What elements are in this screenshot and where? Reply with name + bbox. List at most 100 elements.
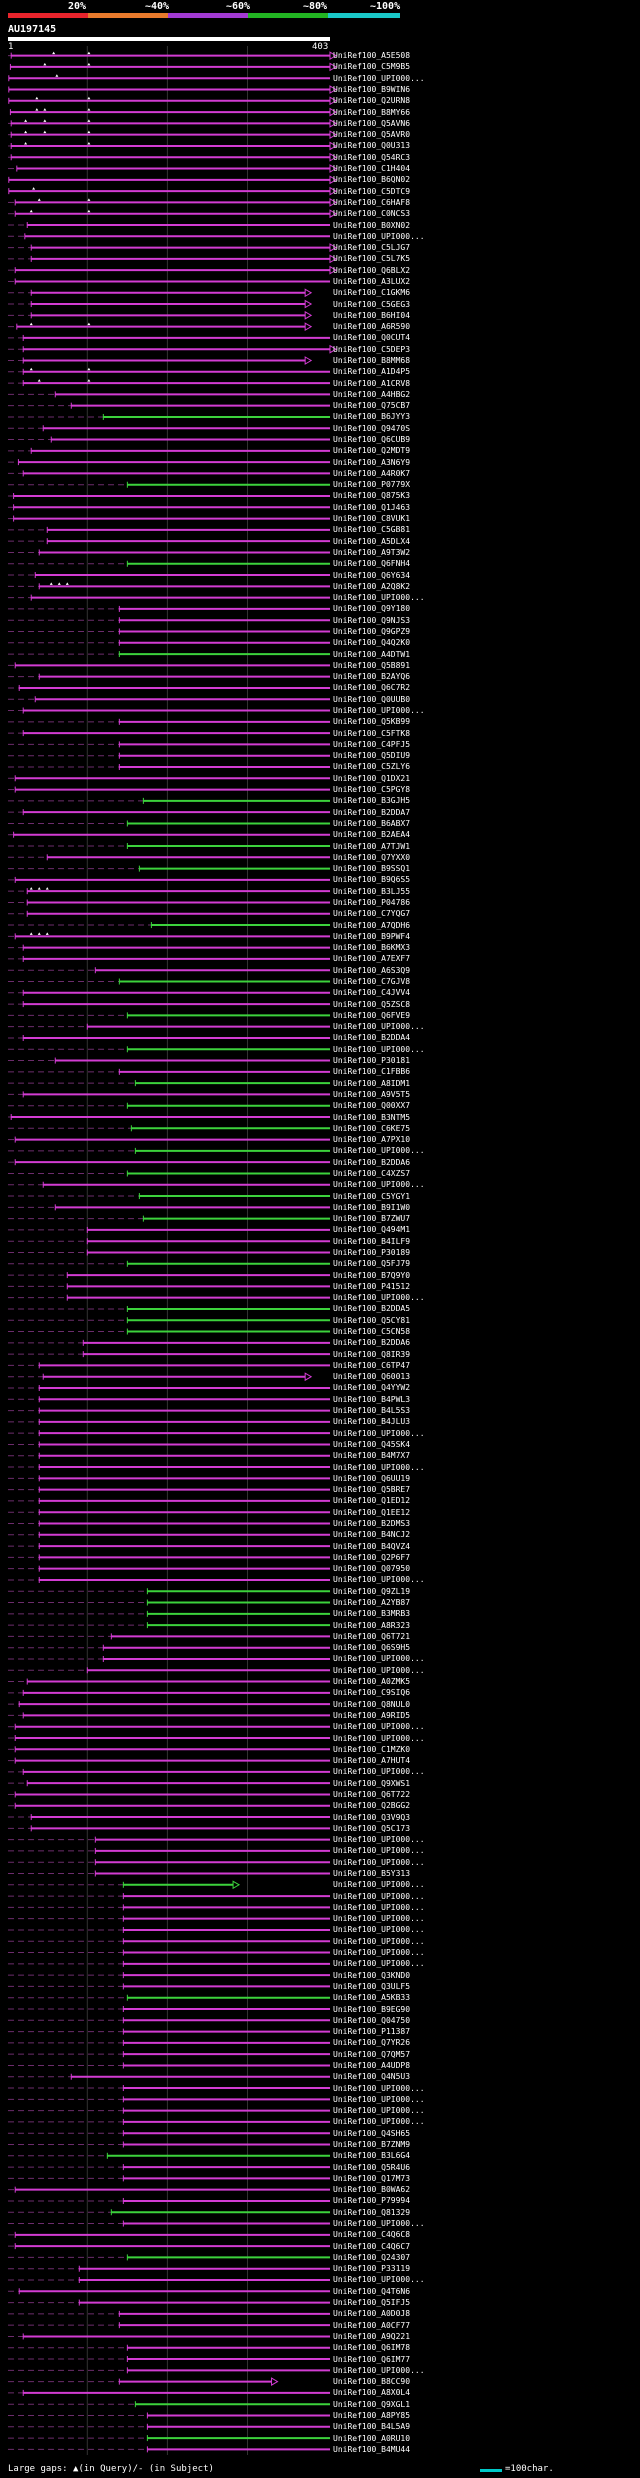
hit-label[interactable]: UniRef100_C5L7K5 [333, 254, 411, 264]
hit-label[interactable]: UniRef100_Q6Y634 [333, 570, 411, 580]
hit-bar[interactable] [8, 922, 330, 929]
hit-label[interactable]: UniRef100_A4HBG2 [333, 389, 411, 399]
hit-bar[interactable] [8, 2446, 330, 2453]
hit-label[interactable]: UniRef100_C5LJG7 [333, 243, 411, 253]
hit-bar[interactable] [8, 1960, 330, 1967]
hit-bar[interactable] [8, 2412, 330, 2419]
hit-label[interactable]: UniRef100_B7Q9Y0 [333, 1270, 411, 1280]
hit-label[interactable]: UniRef100_Q6IM78 [333, 2343, 411, 2353]
hit-label[interactable]: UniRef100_C1GKM6 [333, 288, 411, 298]
hit-label[interactable]: UniRef100_Q1DX21 [333, 773, 411, 783]
hit-bar[interactable] [8, 865, 330, 872]
hit-bar[interactable] [8, 1125, 330, 1132]
hit-label[interactable]: UniRef100_UPI000... [333, 2083, 425, 2093]
hit-bar[interactable] [8, 2367, 330, 2374]
hit-bar[interactable] [8, 1339, 330, 1346]
hit-bar[interactable] [8, 1633, 330, 1640]
hit-label[interactable]: UniRef100_Q494M1 [333, 1225, 411, 1235]
hit-label[interactable]: UniRef100_B4NCJ2 [333, 1530, 411, 1540]
hit-bar[interactable] [8, 222, 330, 229]
hit-bar[interactable] [8, 1588, 330, 1595]
hit-bar[interactable] [8, 1565, 330, 1572]
hit-label[interactable]: UniRef100_A8IDM1 [333, 1078, 411, 1088]
hit-label[interactable]: UniRef100_Q7QM57 [333, 2049, 411, 2059]
hit-bar[interactable] [8, 1509, 330, 1516]
hit-bar[interactable] [8, 1701, 330, 1708]
hit-label[interactable]: UniRef100_UPI000... [333, 1914, 425, 1924]
hit-bar[interactable] [8, 1046, 330, 1053]
hit-bar[interactable] [8, 741, 330, 748]
hit-bar[interactable] [8, 831, 330, 838]
hit-bar[interactable] [8, 2401, 330, 2408]
hit-bar[interactable] [8, 1723, 330, 1730]
hit-bar[interactable] [8, 899, 330, 906]
hit-bar[interactable] [8, 932, 330, 940]
hit-bar[interactable] [8, 278, 330, 285]
hit-label[interactable]: UniRef100_Q0U313 [333, 141, 411, 151]
hit-bar[interactable] [8, 605, 330, 612]
hit-label[interactable]: UniRef100_A7HUT4 [333, 1756, 411, 1766]
hit-bar[interactable] [8, 2118, 330, 2125]
hit-label[interactable]: UniRef100_UPI000... [333, 1722, 425, 1732]
hit-label[interactable]: UniRef100_Q4Q2K0 [333, 638, 411, 648]
hit-label[interactable]: UniRef100_P11387 [333, 2027, 411, 2037]
hit-bar[interactable] [8, 425, 330, 432]
hit-bar[interactable] [8, 1712, 330, 1719]
hit-bar[interactable] [8, 910, 330, 917]
hit-bar[interactable] [8, 2423, 330, 2430]
hit-label[interactable]: UniRef100_Q5R4U6 [333, 2162, 411, 2172]
hit-bar[interactable] [8, 1531, 330, 1538]
hit-bar[interactable] [8, 2209, 330, 2216]
hit-label[interactable]: UniRef100_P04786 [333, 897, 411, 907]
hit-bar[interactable] [8, 967, 330, 974]
hit-bar[interactable] [8, 459, 330, 466]
hit-label[interactable]: UniRef100_B2AEA4 [333, 830, 411, 840]
hit-label[interactable]: UniRef100_Q9470S [333, 423, 411, 433]
hit-label[interactable]: UniRef100_B2DDA5 [333, 1304, 411, 1314]
hit-label[interactable]: UniRef100_Q5C173 [333, 1823, 411, 1833]
hit-label[interactable]: UniRef100_C5CN58 [333, 1327, 411, 1337]
hit-bar[interactable] [8, 1294, 330, 1301]
hit-bar[interactable] [8, 1441, 330, 1448]
hit-label[interactable]: UniRef100_UPI000... [333, 2094, 425, 2104]
hit-label[interactable]: UniRef100_A9RID5 [333, 1710, 411, 1720]
hit-label[interactable]: UniRef100_C8VUK1 [333, 514, 411, 524]
hit-bar[interactable] [8, 2333, 330, 2340]
hit-label[interactable]: UniRef100_B4ILF9 [333, 1236, 411, 1246]
hit-bar[interactable] [8, 436, 330, 443]
hit-bar[interactable] [8, 752, 330, 759]
hit-label[interactable]: UniRef100_A7TJW1 [333, 841, 411, 851]
hit-label[interactable]: UniRef100_Q6FNH4 [333, 559, 411, 569]
hit-label[interactable]: UniRef100_UPI000... [333, 1959, 425, 1969]
hit-bar[interactable] [8, 2220, 330, 2227]
hit-label[interactable]: UniRef100_B2DDA4 [333, 1033, 411, 1043]
hit-label[interactable]: UniRef100_Q6C7R2 [333, 683, 411, 693]
hit-label[interactable]: UniRef100_A8R323 [333, 1620, 411, 1630]
hit-bar[interactable] [8, 1520, 330, 1527]
hit-label[interactable]: UniRef100_Q60013 [333, 1372, 411, 1382]
hit-label[interactable]: UniRef100_Q17M73 [333, 2173, 411, 2183]
hit-bar[interactable] [8, 2254, 330, 2261]
hit-label[interactable]: UniRef100_B6JYY3 [333, 412, 411, 422]
hit-label[interactable]: UniRef100_Q5FJ79 [333, 1259, 411, 1269]
hit-bar[interactable] [8, 1260, 330, 1267]
hit-bar[interactable] [8, 989, 330, 996]
hit-bar[interactable] [8, 1475, 330, 1482]
hit-label[interactable]: UniRef100_Q81329 [333, 2207, 411, 2217]
hit-bar[interactable] [8, 639, 330, 646]
hit-bar[interactable] [8, 2006, 330, 2013]
hit-bar[interactable] [8, 1938, 330, 1945]
hit-bar[interactable] [8, 1193, 330, 1200]
hit-bar[interactable] [8, 2435, 330, 2442]
hit-label[interactable]: UniRef100_Q2MDT9 [333, 446, 411, 456]
hit-label[interactable]: UniRef100_C4JVV4 [333, 988, 411, 998]
hit-bar[interactable] [8, 470, 330, 477]
hit-label[interactable]: UniRef100_Q1J463 [333, 502, 411, 512]
hit-bar[interactable] [8, 322, 313, 332]
hit-label[interactable]: UniRef100_UPI000... [333, 593, 425, 603]
hit-label[interactable]: UniRef100_B9I1W0 [333, 1202, 411, 1212]
hit-bar[interactable] [8, 1554, 330, 1561]
hit-label[interactable]: UniRef100_B7ZNM9 [333, 2139, 411, 2149]
hit-bar[interactable] [8, 594, 330, 601]
hit-bar[interactable] [8, 1351, 330, 1358]
